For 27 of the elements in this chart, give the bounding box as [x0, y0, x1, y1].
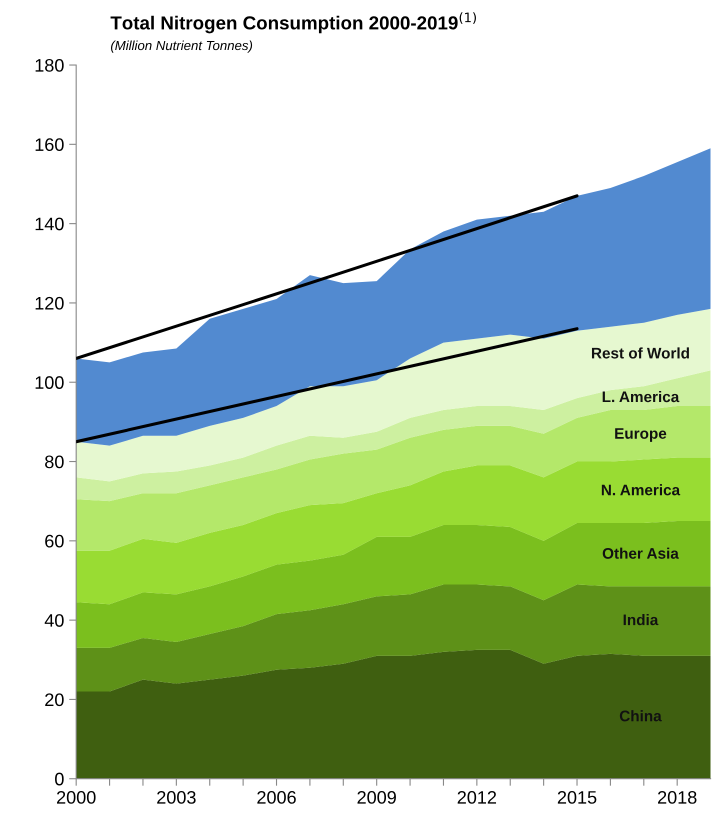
chart-title: Total Nitrogen Consumption 2000-2019$^{(1)}$ [110, 12, 476, 34]
y-tick-label: 20 [45, 693, 64, 706]
x-tick-label: 2018 [658, 791, 696, 804]
series-label: Other Asia [602, 548, 679, 559]
series-label: N. America [602, 484, 680, 496]
chart-subtitle: (Million Nutrient Tonnes) [110, 40, 252, 53]
x-tick-label: 2015 [558, 791, 596, 804]
y-tick-label: 0 [55, 772, 64, 786]
x-tick-label: 2012 [458, 791, 496, 804]
y-tick-label: 40 [44, 614, 64, 627]
y-tick-label: 120 [36, 296, 64, 310]
y-tick-label: 60 [45, 534, 64, 548]
series-label: India [624, 614, 658, 626]
series-label: Rest of World [592, 347, 689, 359]
y-tick-label: 160 [36, 138, 64, 152]
y-tick-label: 100 [36, 376, 64, 389]
x-tick-label: 2006 [257, 791, 296, 804]
x-tick-label: 2003 [157, 791, 196, 804]
x-tick-label: 2000 [57, 791, 96, 804]
y-tick-label: 80 [45, 455, 64, 468]
y-tick-label: 140 [36, 218, 64, 230]
series-label: China [620, 710, 662, 722]
x-tick-label: 2009 [358, 791, 396, 804]
y-tick-label: 180 [36, 58, 64, 72]
line-series [76, 327, 579, 444]
series-label: L. America [602, 390, 680, 402]
series-label: Europe [615, 428, 666, 442]
